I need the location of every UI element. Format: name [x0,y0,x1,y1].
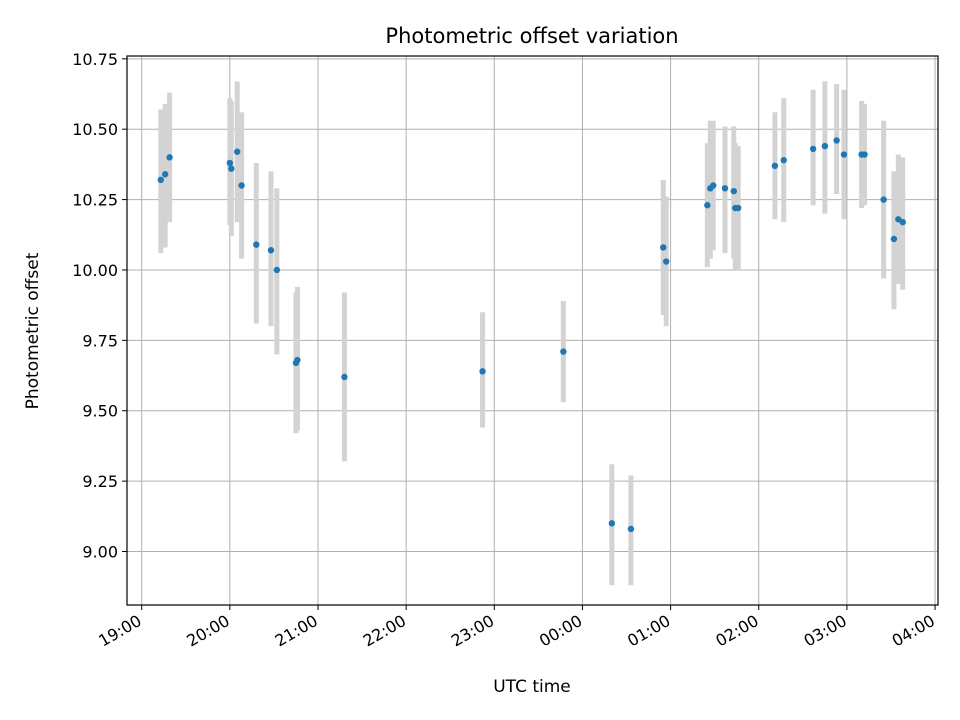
data-point [730,187,737,195]
data-point [166,154,173,161]
y-tick-label: 10.25 [72,191,118,210]
data-point [809,145,817,153]
data-point [704,202,711,209]
data-point [267,247,275,254]
data-point [840,151,848,158]
data-point [721,185,729,192]
data-point [710,182,717,189]
data-point [627,525,635,533]
y-tick-label: 9.50 [82,402,118,421]
data-point [161,171,169,178]
data-point [821,142,829,150]
data-point [294,356,301,364]
data-point [560,348,567,355]
y-axis: 9.00 9.25 9.50 9.75 10.00 10.25 10.50 10.75 [72,50,127,562]
plot-frame [126,55,939,606]
data-point [734,204,742,212]
data-point [771,162,779,169]
data-point [157,176,164,184]
data-point [662,258,670,265]
data-point [273,266,281,274]
data-point [833,137,840,144]
y-axis-title: Photometric offset [23,252,43,409]
data-point [608,520,616,527]
data-point [479,368,486,375]
grid [127,56,938,605]
data-point [238,182,245,189]
data-point [226,159,234,167]
y-tick-label: 9.00 [82,543,118,562]
data-point [880,196,887,203]
y-tick-label: 9.25 [82,472,118,491]
data-point [861,151,868,158]
chart-title: Photometric offset variation [385,24,678,48]
data-point [253,241,260,248]
data-point [899,218,906,226]
data-point [228,165,235,172]
data-point [890,235,898,243]
data-point [660,244,667,251]
x-axis-title: UTC time [493,677,571,697]
y-tick-label: 10.75 [72,50,118,69]
y-tick-label: 10.00 [72,261,118,280]
data-point [233,148,241,155]
y-tick-label: 10.50 [72,120,118,139]
y-tick-label: 9.75 [82,331,118,350]
data-point [341,373,348,381]
data-point [780,156,787,164]
data-points [157,137,906,533]
